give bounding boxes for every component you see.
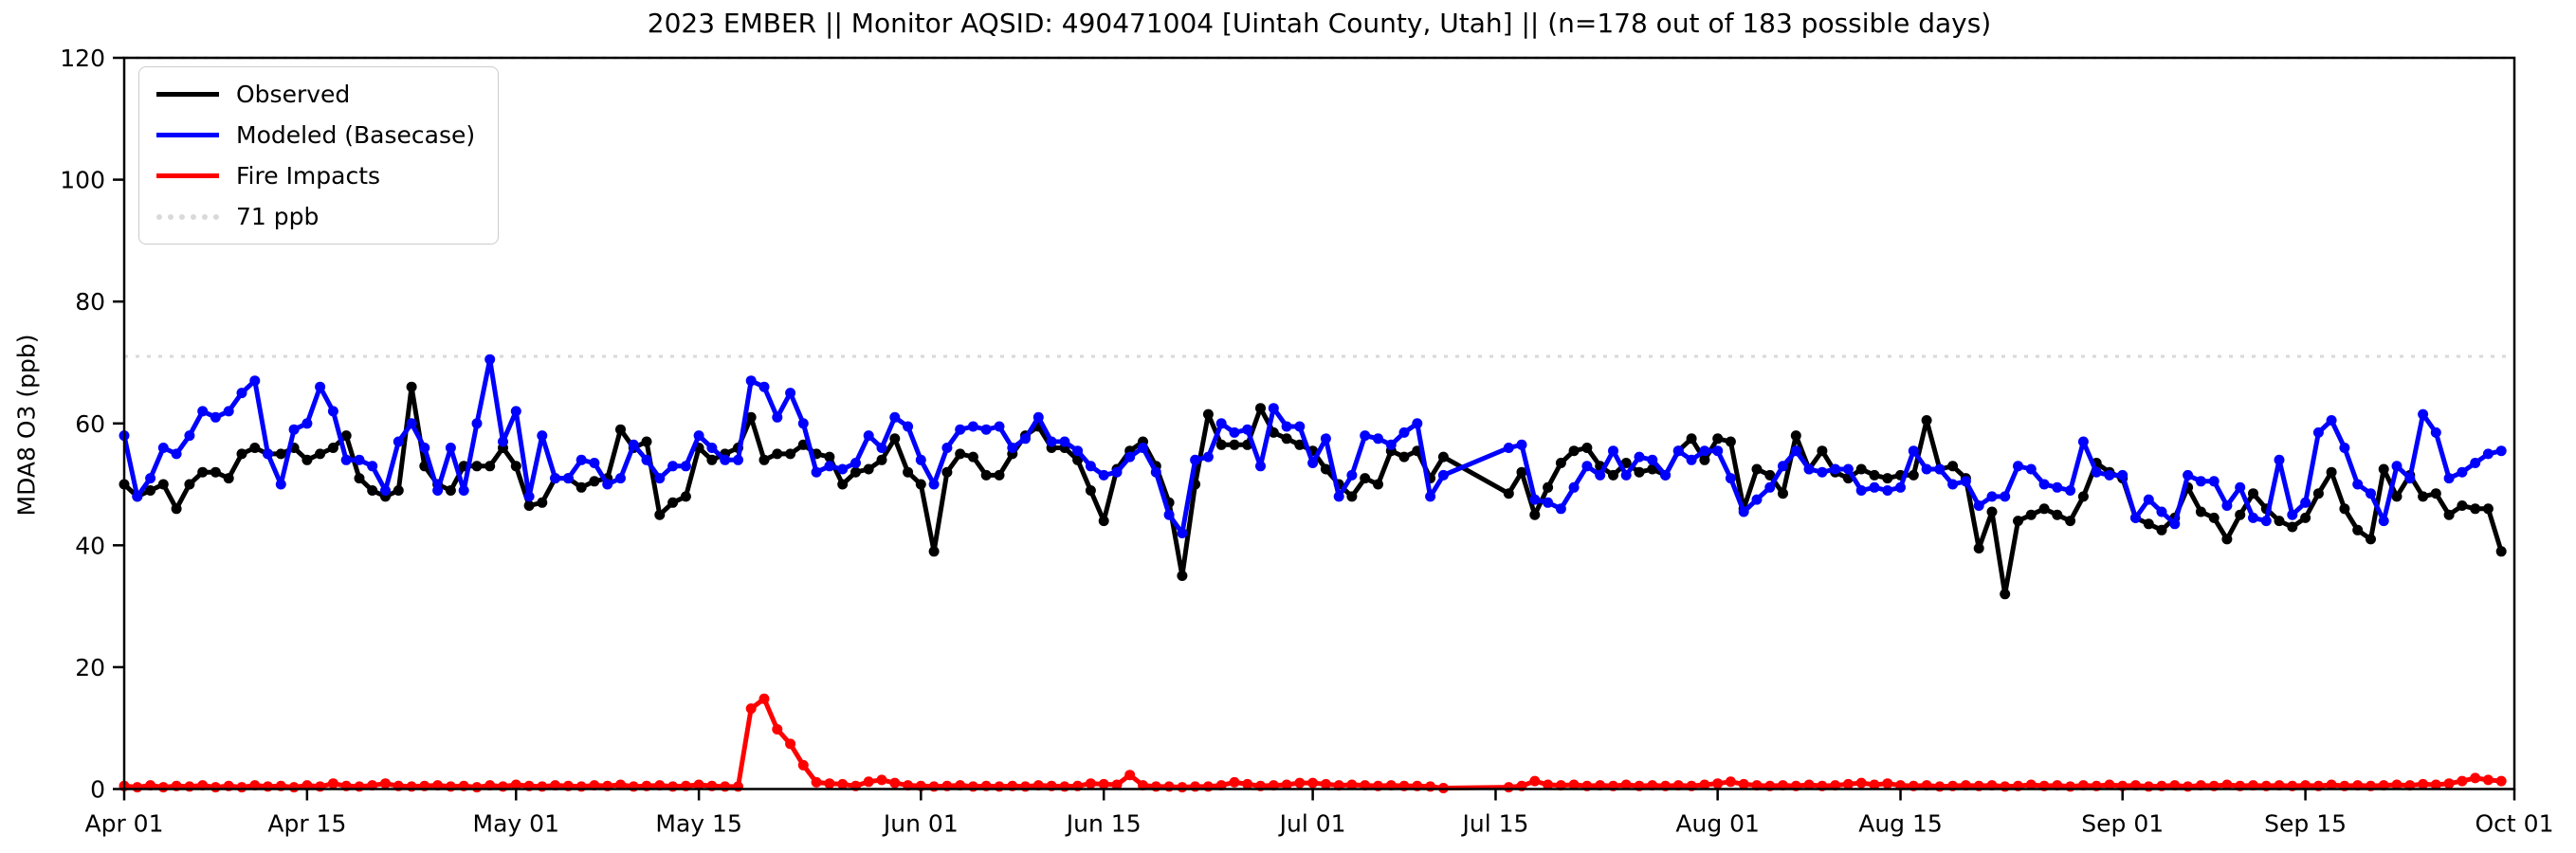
x-tick-label: Sep 01 bbox=[2081, 810, 2164, 838]
legend-label: Observed bbox=[236, 81, 351, 108]
legend-label: Modeled (Basecase) bbox=[236, 121, 476, 149]
legend-box: Observed Modeled (Basecase) Fire Impacts 71… bbox=[138, 66, 500, 245]
legend-line-sample bbox=[156, 133, 219, 137]
y-tick-label: 80 bbox=[75, 288, 105, 316]
x-tick-label: Jul 15 bbox=[1461, 810, 1529, 838]
legend-line-sample bbox=[156, 173, 219, 178]
y-tick-label: 120 bbox=[60, 45, 105, 72]
y-tick-label: 60 bbox=[75, 410, 105, 438]
legend-label: Fire Impacts bbox=[236, 162, 381, 190]
legend-item-1: Modeled (Basecase) bbox=[156, 121, 475, 149]
y-tick-label: 20 bbox=[75, 654, 105, 681]
x-tick-label: Aug 01 bbox=[1675, 810, 1760, 838]
legend-item-2: Fire Impacts bbox=[156, 162, 475, 190]
x-tick-label: Oct 01 bbox=[2476, 810, 2554, 838]
y-tick-label: 40 bbox=[75, 532, 105, 559]
legend-item-3: 71 ppb bbox=[156, 203, 475, 230]
series-fire-impacts bbox=[119, 693, 2507, 793]
y-tick-label: 100 bbox=[60, 167, 105, 194]
chart-title: 2023 EMBER || Monitor AQSID: 490471004 [… bbox=[647, 8, 1992, 39]
legend-line-sample bbox=[156, 92, 219, 97]
y-tick-label: 0 bbox=[90, 776, 105, 804]
x-tick-label: Apr 01 bbox=[84, 810, 163, 838]
legend-label: 71 ppb bbox=[236, 203, 320, 230]
x-tick-label: May 15 bbox=[655, 810, 741, 838]
series-modeled-basecase- bbox=[119, 354, 2507, 538]
x-tick-label: Jul 01 bbox=[1278, 810, 1346, 838]
x-tick-label: Jun 15 bbox=[1065, 810, 1142, 838]
legend-line-sample bbox=[156, 213, 219, 220]
x-tick-label: Sep 15 bbox=[2264, 810, 2347, 838]
legend-item-0: Observed bbox=[156, 81, 475, 108]
x-tick-label: Apr 15 bbox=[267, 810, 346, 838]
x-tick-label: Jun 01 bbox=[882, 810, 959, 838]
x-tick-label: Aug 15 bbox=[1858, 810, 1943, 838]
x-tick-label: May 01 bbox=[473, 810, 559, 838]
